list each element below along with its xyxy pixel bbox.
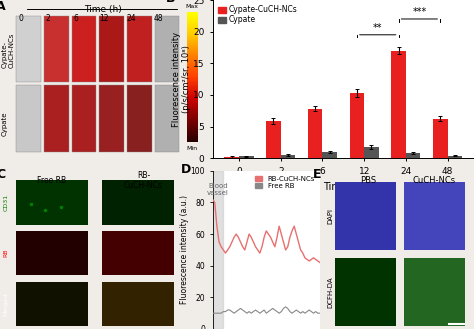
FancyBboxPatch shape	[17, 180, 88, 225]
FancyBboxPatch shape	[335, 182, 396, 250]
Text: PBS: PBS	[361, 176, 377, 185]
FancyBboxPatch shape	[17, 282, 88, 326]
FancyBboxPatch shape	[155, 86, 179, 152]
Text: 48: 48	[154, 14, 164, 23]
Text: E: E	[313, 168, 321, 181]
Text: RB: RB	[4, 249, 9, 257]
FancyBboxPatch shape	[44, 86, 69, 152]
Text: A: A	[0, 0, 6, 13]
FancyBboxPatch shape	[102, 231, 174, 275]
Bar	[266, 121, 281, 158]
Y-axis label: Fluorescence intensity
(p/s/cm²/sr, 10⁸): Fluorescence intensity (p/s/cm²/sr, 10⁸)	[172, 32, 191, 127]
Text: Min: Min	[186, 145, 197, 151]
FancyBboxPatch shape	[335, 258, 396, 326]
FancyBboxPatch shape	[102, 282, 174, 326]
FancyBboxPatch shape	[17, 16, 41, 82]
Bar	[447, 156, 462, 158]
Legend: RB-CuCH-NCs, Free RB: RB-CuCH-NCs, Free RB	[254, 174, 317, 190]
Text: 2: 2	[46, 14, 51, 23]
Text: Cypate-
CuCH-NCs: Cypate- CuCH-NCs	[2, 33, 15, 68]
Text: B: B	[165, 0, 175, 5]
Bar	[213, 171, 223, 329]
FancyBboxPatch shape	[17, 86, 41, 152]
FancyBboxPatch shape	[17, 231, 88, 275]
FancyBboxPatch shape	[155, 16, 179, 82]
Text: DAPI: DAPI	[328, 208, 334, 224]
Text: Cypate: Cypate	[2, 111, 8, 136]
Bar	[281, 155, 295, 158]
Text: ***: ***	[412, 7, 427, 17]
FancyBboxPatch shape	[404, 258, 465, 326]
Text: Time (h): Time (h)	[83, 5, 121, 14]
FancyBboxPatch shape	[102, 180, 174, 225]
Text: Blood
vessel: Blood vessel	[207, 184, 229, 196]
FancyBboxPatch shape	[100, 16, 124, 82]
FancyBboxPatch shape	[100, 86, 124, 152]
Bar	[433, 119, 447, 158]
FancyBboxPatch shape	[0, 0, 205, 158]
Text: DCFH-DA: DCFH-DA	[328, 276, 334, 308]
Bar	[406, 153, 420, 158]
Text: Merged: Merged	[4, 292, 9, 316]
Text: Max: Max	[185, 5, 198, 10]
Text: 12: 12	[99, 14, 108, 23]
FancyBboxPatch shape	[404, 182, 465, 250]
FancyBboxPatch shape	[72, 86, 96, 152]
Text: D: D	[181, 163, 191, 176]
Text: Free RB: Free RB	[36, 176, 66, 185]
X-axis label: Time (h): Time (h)	[323, 181, 364, 191]
Text: RB-
CuCH-NCs: RB- CuCH-NCs	[124, 171, 163, 190]
FancyBboxPatch shape	[44, 16, 69, 82]
Bar	[308, 109, 322, 158]
Bar	[364, 147, 379, 158]
Text: 24: 24	[127, 14, 136, 23]
Bar	[322, 152, 337, 158]
Text: CuCH-NCs: CuCH-NCs	[413, 176, 456, 185]
FancyBboxPatch shape	[72, 16, 96, 82]
Text: 6: 6	[73, 14, 78, 23]
Text: CD31: CD31	[4, 194, 9, 211]
Text: C: C	[0, 168, 5, 181]
FancyBboxPatch shape	[127, 16, 152, 82]
Bar	[391, 51, 406, 158]
Bar	[239, 156, 254, 158]
Text: 0: 0	[18, 14, 23, 23]
FancyBboxPatch shape	[127, 86, 152, 152]
Legend: Cypate-CuCH-NCs, Cypate: Cypate-CuCH-NCs, Cypate	[217, 4, 299, 26]
Y-axis label: Fluorescence intensity (a.u.): Fluorescence intensity (a.u.)	[180, 195, 189, 304]
Bar	[349, 93, 364, 158]
Text: **: **	[373, 23, 383, 33]
Bar	[225, 157, 239, 158]
